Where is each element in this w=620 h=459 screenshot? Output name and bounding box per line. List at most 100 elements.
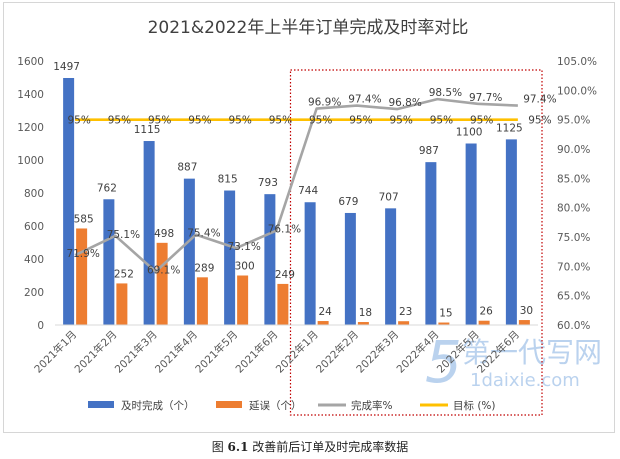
left-axis-tick: 1400 — [17, 89, 44, 101]
caption-text: 改善前后订单及时完成率数据 — [252, 440, 409, 454]
bar-ontime-label: 887 — [177, 162, 197, 174]
target-label: 95% — [67, 115, 90, 127]
bar-delayed — [398, 321, 410, 325]
combo-chart: 2021&2022年上半年订单完成及时率对比 5 第一代写网1daixie.com… — [17, 18, 602, 416]
completion-rate-label: 97.4% — [348, 94, 381, 106]
bar-delayed-label: 252 — [114, 268, 134, 280]
bar-ontime — [224, 190, 236, 325]
x-tick-label: 2021年2月 — [72, 328, 120, 376]
figure-caption: 图 6.1 改善前后订单及时完成率数据 — [0, 438, 620, 455]
target-label: 95% — [389, 115, 412, 127]
bar-ontime — [425, 162, 437, 325]
target-label: 95% — [148, 115, 171, 127]
watermark-glyph: 5 — [425, 328, 462, 396]
legend-swatch — [216, 401, 242, 408]
right-axis-tick: 105.0% — [557, 56, 597, 68]
right-axis-tick: 80.0% — [557, 203, 590, 215]
legend-swatch — [88, 401, 114, 408]
left-axis-tick: 1200 — [17, 122, 44, 134]
bar-ontime-label: 815 — [218, 174, 238, 186]
completion-rate-label: 97.4% — [523, 94, 556, 106]
left-axis-tick: 800 — [24, 188, 44, 200]
x-tick-label: 2021年4月 — [152, 328, 200, 376]
legend: 及时完成（个） 延误（个） 完成率% 目标 (%) — [88, 399, 496, 412]
highlight-region — [289, 69, 543, 416]
x-tick-label: 2021年3月 — [112, 328, 160, 376]
left-axis-tick: 400 — [24, 254, 44, 266]
target-label: 95% — [349, 115, 372, 127]
bar-ontime — [264, 194, 276, 325]
watermark-url: 1daixie.com — [470, 370, 580, 391]
bar-ontime-label: 1115 — [134, 124, 161, 136]
bar-delayed — [277, 283, 289, 325]
right-axis-tick: 90.0% — [557, 144, 590, 156]
left-axis: 0 200 400 600 800 1000 1200 1400 1600 — [17, 56, 44, 332]
target-label: 95% — [269, 115, 292, 127]
bar-delayed-label: 249 — [275, 269, 295, 281]
bar-delayed-label: 498 — [154, 228, 174, 240]
right-axis-tick: 70.0% — [557, 261, 590, 273]
bar-ontime — [63, 77, 75, 326]
bar-delayed-label: 24 — [318, 306, 332, 318]
completion-rate-label: 73.1% — [227, 241, 260, 253]
bar-ontime — [344, 212, 356, 325]
bar-delayed — [438, 322, 450, 325]
bar-delayed-label: 300 — [235, 261, 255, 273]
bar-delayed — [116, 283, 128, 325]
caption-prefix: 图 — [211, 440, 224, 454]
bar-delayed — [478, 320, 490, 325]
legend-label: 完成率% — [351, 399, 392, 412]
bar-delayed-label: 23 — [399, 306, 412, 318]
bar-delayed — [357, 322, 369, 325]
bar-delayed-label: 585 — [74, 213, 94, 225]
completion-rate-label: 75.1% — [107, 229, 140, 241]
bar-delayed — [518, 320, 530, 325]
legend-label: 目标 (%) — [453, 400, 496, 412]
bar-delayed-label: 289 — [194, 262, 214, 274]
right-axis-tick: 100.0% — [557, 85, 597, 97]
completion-rate-label: 76.1% — [268, 224, 301, 236]
data-labels: 1497 762 1115 887 815 793 744 679 707 987 1100 1125… — [53, 61, 556, 320]
right-axis-tick: 60.0% — [557, 320, 590, 332]
bar-ontime — [183, 178, 195, 325]
bar-delayed — [76, 228, 88, 325]
x-tick-label: 2022年3月 — [354, 328, 402, 376]
x-tick-label: 2021年5月 — [193, 328, 241, 376]
right-axis-tick: 95.0% — [557, 115, 590, 127]
bar-ontime — [103, 199, 115, 325]
bar-ontime — [304, 202, 316, 325]
left-axis-tick: 0 — [37, 320, 44, 332]
bar-ontime-label: 744 — [298, 185, 318, 197]
right-axis-tick: 65.0% — [557, 291, 590, 303]
completion-rate-line — [74, 97, 518, 273]
completion-rate-label: 71.9% — [66, 248, 99, 260]
target-label: 95% — [228, 115, 251, 127]
right-axis: 60.0% 65.0% 70.0% 75.0% 80.0% 85.0% 90.0% 95.0%… — [557, 56, 597, 332]
target-label: 95% — [108, 115, 131, 127]
completion-rate-label: 69.1% — [147, 265, 180, 277]
bar-ontime — [465, 143, 477, 325]
bar-delayed — [237, 275, 249, 325]
highlight-box — [289, 69, 543, 416]
x-tick-label: 2022年2月 — [313, 328, 361, 376]
bar-ontime-label: 987 — [419, 145, 439, 157]
left-axis-tick: 1000 — [17, 155, 44, 167]
bar-ontime-label: 793 — [258, 177, 278, 189]
bar-ontime-label: 762 — [97, 182, 117, 194]
completion-rate-label: 96.9% — [308, 97, 341, 109]
right-axis-tick: 75.0% — [557, 232, 590, 244]
x-tick-label: 2022年1月 — [273, 328, 321, 376]
legend-label: 及时完成（个） — [121, 399, 195, 412]
bar-ontime-label: 679 — [338, 196, 358, 208]
target-label: 95% — [430, 115, 453, 127]
legend-label: 延误（个） — [249, 400, 302, 412]
bar-ontime-label: 1100 — [456, 127, 483, 139]
left-axis-tick: 1600 — [17, 56, 44, 68]
watermark-title: 第一代写网 — [462, 336, 602, 369]
target-label: 95% — [309, 115, 332, 127]
completion-rate-label: 97.7% — [469, 92, 502, 104]
bar-delayed-label: 30 — [520, 305, 533, 317]
x-tick-label: 2021年1月 — [32, 328, 80, 376]
bar-delayed-label: 18 — [359, 307, 372, 319]
